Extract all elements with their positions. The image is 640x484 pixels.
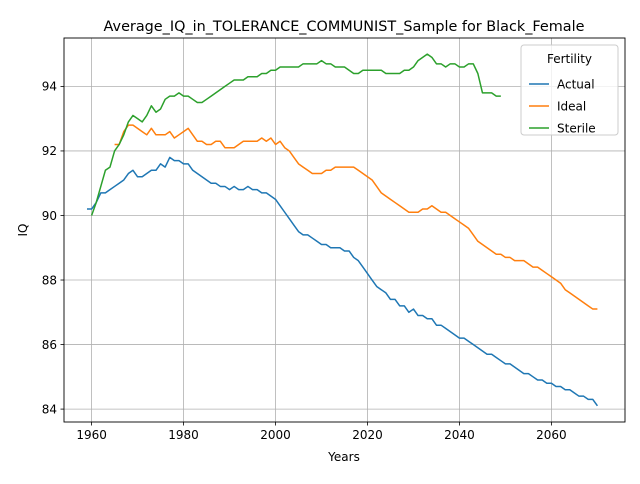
- grid-lines: [64, 38, 625, 422]
- x-tick-label: 1980: [168, 428, 199, 442]
- y-tick-label: 94: [42, 80, 57, 94]
- series-line-sterile: [90, 53, 501, 216]
- series-line-ideal: [114, 124, 598, 310]
- legend-title: Fertility: [547, 52, 592, 66]
- y-tick-label: 92: [42, 144, 57, 158]
- legend-label-ideal: Ideal: [557, 99, 586, 113]
- x-tick-label: 2000: [260, 428, 291, 442]
- legend-entries: Actual Ideal Sterile: [529, 77, 596, 135]
- legend: Fertility Actual Ideal Sterile: [520, 44, 619, 136]
- y-axis-label: IQ: [16, 224, 30, 237]
- legend-label-sterile: Sterile: [557, 121, 596, 135]
- plot-area-frame: [63, 37, 626, 423]
- x-tick-label: 2040: [444, 428, 475, 442]
- x-axis-label: Years: [327, 450, 360, 464]
- series-line-actual: [86, 156, 599, 407]
- y-tick-label: 88: [42, 273, 57, 287]
- legend-box: [520, 44, 619, 136]
- x-tick-label: 1960: [76, 428, 107, 442]
- legend-label-actual: Actual: [557, 77, 595, 91]
- x-tick-label: 2020: [352, 428, 383, 442]
- series-lines: [86, 53, 599, 407]
- y-tick-label: 86: [42, 338, 57, 352]
- chart-title: Average_IQ_in_TOLERANCE_COMMUNIST_Sample…: [104, 19, 585, 35]
- axis-ticks: 1960 1980 2000 2020 2040 2060 84 86 88 90 92 94: [42, 80, 567, 442]
- y-tick-label: 90: [42, 209, 57, 223]
- x-tick-label: 2060: [536, 428, 567, 442]
- y-tick-label: 84: [42, 402, 57, 416]
